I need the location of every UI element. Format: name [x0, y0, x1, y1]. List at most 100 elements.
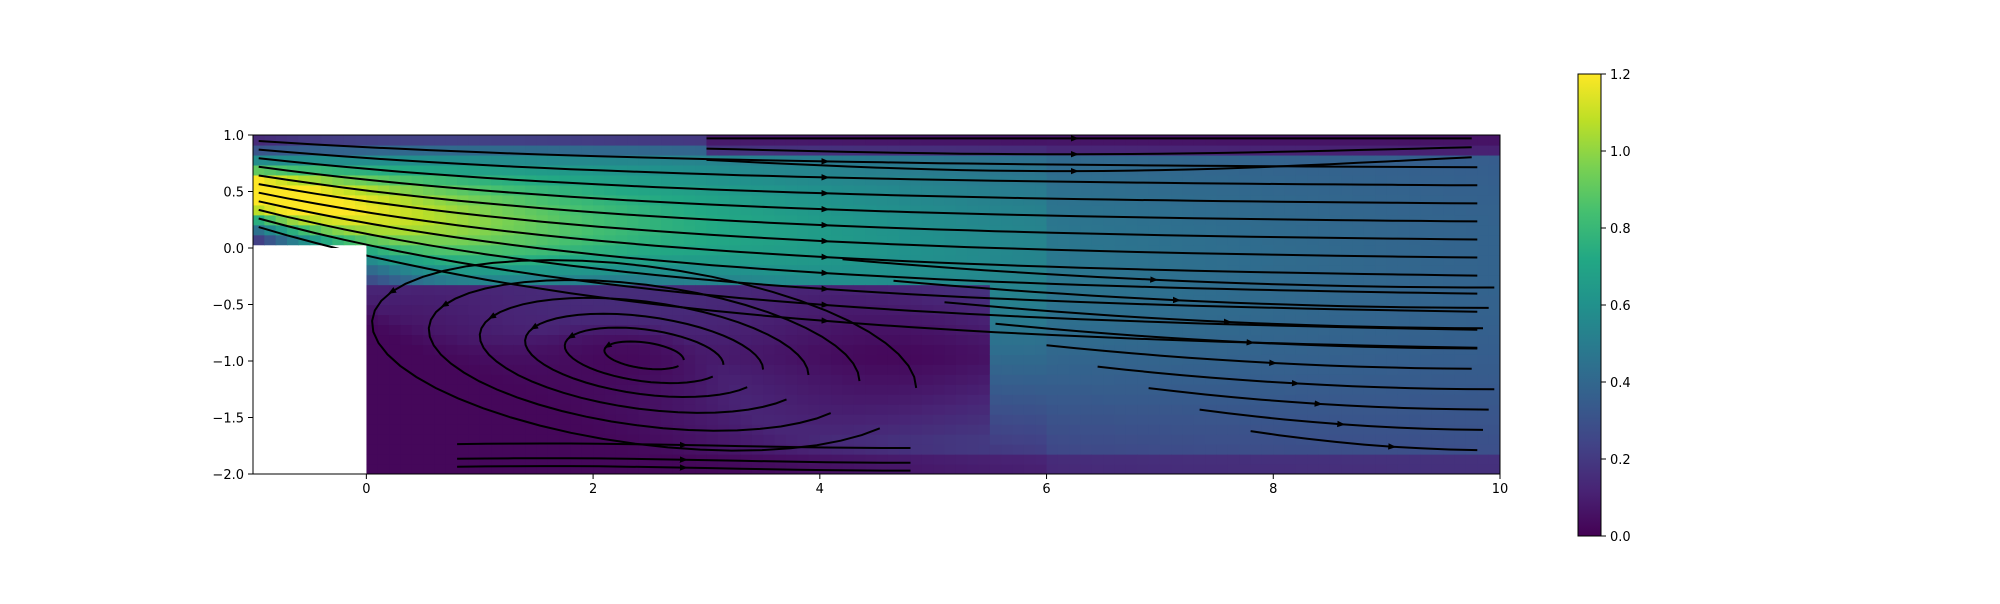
heatmap-cell — [1329, 414, 1342, 425]
heatmap-cell — [1488, 374, 1500, 385]
heatmap-cell — [1386, 454, 1399, 465]
heatmap-cell — [1273, 364, 1286, 375]
heatmap-cell — [1159, 234, 1172, 246]
heatmap-cell — [400, 434, 413, 445]
heatmap-cell — [1227, 194, 1240, 206]
heatmap-cell — [1307, 354, 1320, 365]
heatmap-cell — [967, 454, 980, 465]
heatmap-cell — [1193, 434, 1206, 445]
heatmap-cell — [831, 464, 844, 474]
streamline-arrow — [1148, 296, 1181, 304]
heatmap-cell — [1035, 424, 1048, 435]
heatmap-cell — [1397, 314, 1410, 326]
heatmap-cell — [1397, 394, 1410, 405]
heatmap-cell — [536, 354, 549, 365]
heatmap-cell — [1295, 135, 1308, 146]
heatmap-cell — [1250, 224, 1263, 236]
heatmap-cell — [411, 324, 424, 336]
heatmap-cell — [457, 414, 469, 425]
heatmap-cell — [1363, 164, 1376, 176]
heatmap-cell — [1329, 135, 1342, 146]
heatmap-cell — [1159, 144, 1172, 156]
heatmap-cell — [876, 344, 889, 355]
heatmap-cell — [763, 404, 776, 415]
heatmap-cell — [921, 214, 934, 226]
heatmap-cell — [1307, 174, 1320, 186]
streamline — [258, 157, 1478, 205]
heatmap-cell — [1046, 294, 1059, 306]
heatmap-cell — [1216, 454, 1229, 465]
heatmap-cell — [491, 324, 503, 336]
heatmap-cell — [366, 154, 379, 166]
heatmap-cell — [842, 374, 855, 385]
heatmap-cell — [366, 204, 379, 216]
heatmap-cell — [819, 384, 832, 395]
heatmap-cell — [774, 394, 787, 405]
heatmap-cell — [706, 144, 719, 156]
heatmap-cell — [525, 184, 538, 196]
heatmap-cell — [1069, 274, 1082, 286]
heatmap-cell — [457, 224, 469, 236]
heatmap-cell — [1035, 354, 1048, 365]
heatmap-cell — [457, 384, 469, 395]
heatmap-cell — [423, 314, 435, 326]
heatmap-cell — [400, 424, 413, 435]
heatmap-cell — [491, 144, 503, 156]
heatmap-cell — [1295, 294, 1308, 306]
heatmap-cell — [615, 404, 628, 415]
heatmap-cell — [525, 164, 538, 176]
heatmap-cell — [581, 174, 594, 186]
heatmap-cell — [1329, 254, 1342, 266]
x-tick-label: 2 — [589, 482, 597, 497]
heatmap-cell — [683, 184, 696, 196]
heatmap-cell — [1397, 364, 1410, 375]
heatmap-cell — [797, 284, 810, 296]
heatmap-cell — [536, 234, 549, 246]
heatmap-cell — [978, 344, 991, 355]
streamline-arrow — [1290, 400, 1323, 407]
heatmap-cell — [819, 394, 832, 405]
heatmap-cell — [683, 344, 696, 355]
heatmap-cell — [1193, 274, 1206, 286]
heatmap-cell — [1239, 354, 1252, 365]
heatmap-cell — [842, 384, 855, 395]
heatmap-cell — [1431, 354, 1444, 365]
heatmap-cell — [933, 424, 946, 435]
heatmap-cell — [1091, 414, 1104, 425]
heatmap-cell — [899, 204, 912, 216]
heatmap-cell — [649, 184, 662, 196]
heatmap-cell — [978, 334, 991, 345]
heatmap-cell — [1216, 135, 1229, 146]
heatmap-cell — [355, 164, 367, 176]
heatmap-cell — [1443, 194, 1456, 206]
heatmap-cell — [1341, 194, 1354, 206]
heatmap-cell — [1012, 344, 1025, 355]
heatmap-cell — [1420, 374, 1433, 385]
heatmap-cell — [1386, 164, 1399, 176]
heatmap-cell — [1012, 374, 1025, 385]
heatmap-cell — [468, 214, 481, 226]
heatmap-cell — [1046, 254, 1059, 266]
heatmap-cell — [887, 374, 900, 385]
heatmap-cell — [1318, 314, 1331, 326]
heatmap-cell — [1431, 314, 1444, 326]
heatmap-cell — [865, 414, 878, 425]
heatmap-cell — [831, 244, 844, 256]
heatmap-cell — [411, 154, 424, 166]
heatmap-cell — [1216, 384, 1229, 395]
heatmap-cell — [570, 384, 583, 395]
heatmap-cell — [774, 384, 787, 395]
heatmap-cell — [1409, 274, 1422, 286]
heatmap-cell — [1397, 404, 1410, 415]
heatmap-cell — [1397, 254, 1410, 266]
heatmap-cell — [1216, 304, 1229, 316]
heatmap-cell — [967, 135, 980, 146]
heatmap-cell — [1103, 234, 1116, 246]
heatmap-cell — [1284, 294, 1297, 306]
heatmap-cell — [1069, 194, 1082, 206]
heatmap-cell — [1465, 374, 1478, 385]
heatmap-cell — [1329, 244, 1342, 256]
heatmap-cell — [479, 214, 492, 226]
heatmap-cell — [706, 135, 719, 146]
heatmap-cell — [1012, 304, 1025, 316]
